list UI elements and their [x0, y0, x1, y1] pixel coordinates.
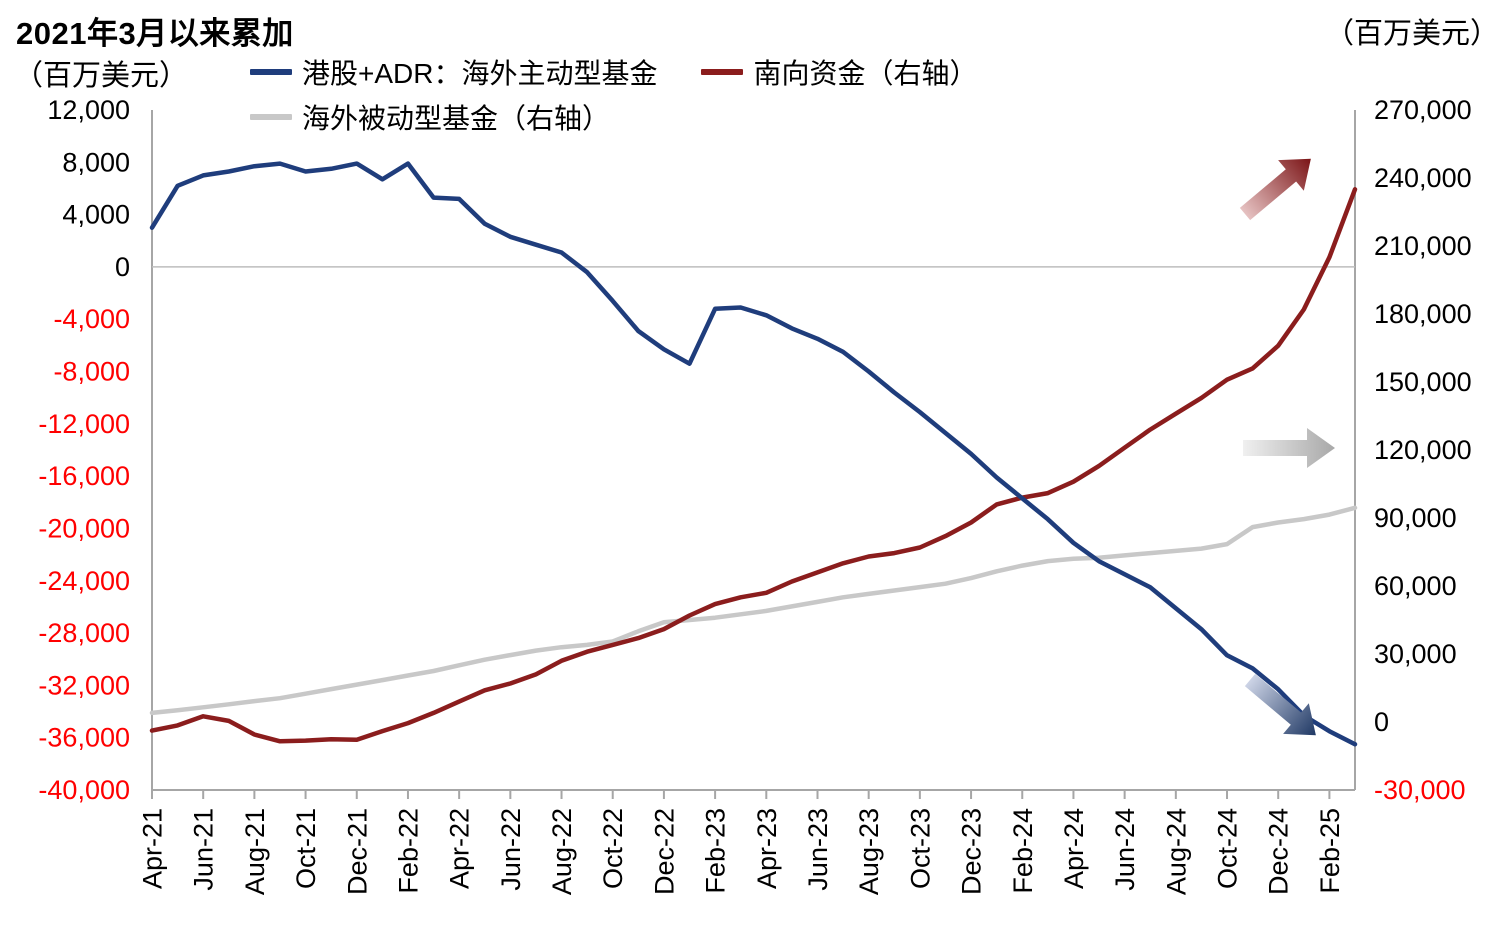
chart-series-lines [149, 161, 1358, 747]
left-axis-tick: -4,000 [53, 304, 130, 334]
x-axis-tick: Dec-23 [957, 808, 987, 895]
series-line [149, 161, 1358, 747]
x-axis-tick: Feb-25 [1315, 808, 1345, 894]
left-axis-tick: -28,000 [38, 618, 130, 648]
right-axis-tick: 30,000 [1374, 639, 1457, 669]
x-axis-tick: Aug-22 [547, 808, 577, 895]
legend-item-active-funds: 港股+ADR：海外主动型基金 [250, 52, 657, 92]
legend-swatch-passive-funds [250, 114, 292, 120]
x-axis-tick: Apr-24 [1059, 808, 1089, 889]
x-axis-tick: Oct-24 [1213, 808, 1243, 889]
chart-title: 2021年3月以来累加 [16, 16, 294, 51]
left-axis-tick: 12,000 [47, 95, 130, 125]
x-axis-tick: Aug-24 [1161, 808, 1191, 895]
left-axis-unit: （百万美元） [14, 60, 189, 92]
left-axis-tick: 4,000 [62, 200, 130, 230]
legend-swatch-active-funds [250, 69, 292, 75]
right-axis-tick: 210,000 [1374, 231, 1472, 261]
series-line [149, 505, 1358, 716]
left-axis-tick: 8,000 [62, 147, 130, 177]
left-axis-tick: -20,000 [38, 513, 130, 543]
right-axis-unit: （百万美元） [1324, 18, 1499, 50]
right-axis-tick: 0 [1374, 707, 1389, 737]
right-axis-tick: 150,000 [1374, 367, 1472, 397]
x-axis-tick-labels: Apr-21 Jun-21 Aug-21 Oct-21 Dec-21 Feb-22 Apr-… [138, 790, 1345, 895]
x-axis-tick: Oct-23 [905, 808, 935, 889]
x-axis-tick: Aug-23 [854, 808, 884, 895]
legend-item-southbound: 南向资金（右轴） [701, 52, 978, 92]
left-axis-tick: -36,000 [38, 723, 130, 753]
x-axis-tick: Jun-22 [496, 808, 526, 891]
x-axis-tick: Dec-24 [1264, 808, 1294, 895]
legend-swatch-southbound [701, 69, 744, 75]
right-axis-tick: 60,000 [1374, 571, 1457, 601]
right-axis-tick: 120,000 [1374, 435, 1472, 465]
x-axis-tick: Apr-23 [752, 808, 782, 889]
left-axis-tick: -40,000 [38, 775, 130, 805]
x-axis-tick: Apr-22 [445, 808, 475, 889]
legend: 港股+ADR：海外主动型基金 南向资金（右轴） 海外被动型基金（右轴） [250, 52, 978, 137]
x-axis-tick: Jun-21 [189, 808, 219, 891]
x-axis-tick: Feb-24 [1008, 808, 1038, 894]
left-axis-tick: -8,000 [53, 357, 130, 387]
x-axis-tick: Feb-22 [393, 808, 423, 894]
x-axis-tick: Apr-21 [138, 808, 168, 889]
southbound-up-arrow-icon [1239, 158, 1311, 221]
passive-right-arrow-icon [1243, 428, 1335, 468]
right-axis-tick: 240,000 [1374, 163, 1472, 193]
left-axis-tick-labels: 12,000 8,000 4,000 0 -4,000 -8,000 -12,000 -16,… [38, 95, 130, 805]
x-axis-tick: Aug-21 [240, 808, 270, 895]
series-line [149, 187, 1358, 744]
x-axis-tick: Oct-22 [598, 808, 628, 889]
right-axis-tick: -30,000 [1374, 775, 1466, 805]
legend-label-active-funds: 港股+ADR：海外主动型基金 [302, 58, 658, 89]
x-axis-tick: Jun-23 [803, 808, 833, 891]
right-axis-tick: 180,000 [1374, 299, 1472, 329]
active-down-arrow-icon [1244, 673, 1316, 736]
legend-row-2: 海外被动型基金（右轴） [250, 97, 978, 137]
left-axis-tick: -32,000 [38, 670, 130, 700]
legend-row-1: 港股+ADR：海外主动型基金 南向资金（右轴） [250, 52, 978, 92]
legend-item-passive-funds: 海外被动型基金（右轴） [250, 97, 610, 137]
right-axis-tick: 270,000 [1374, 95, 1472, 125]
x-axis-tick: Feb-23 [701, 808, 731, 894]
left-axis-tick: 0 [115, 252, 130, 282]
left-axis-tick: -16,000 [38, 461, 130, 491]
x-axis-tick: Dec-21 [342, 808, 372, 895]
legend-label-passive-funds: 海外被动型基金（右轴） [302, 103, 611, 134]
x-axis-tick: Dec-22 [649, 808, 679, 895]
right-axis-tick: 90,000 [1374, 503, 1457, 533]
legend-label-southbound: 南向资金（右轴） [753, 58, 978, 89]
right-axis-tick-labels: 270,000 240,000 210,000 180,000 150,000 120,0… [1374, 95, 1472, 805]
x-axis-tick: Jun-24 [1110, 808, 1140, 891]
x-axis-tick: Oct-21 [291, 808, 321, 889]
chart-axes [151, 110, 1356, 791]
left-axis-tick: -12,000 [38, 409, 130, 439]
left-axis-tick: -24,000 [38, 566, 130, 596]
